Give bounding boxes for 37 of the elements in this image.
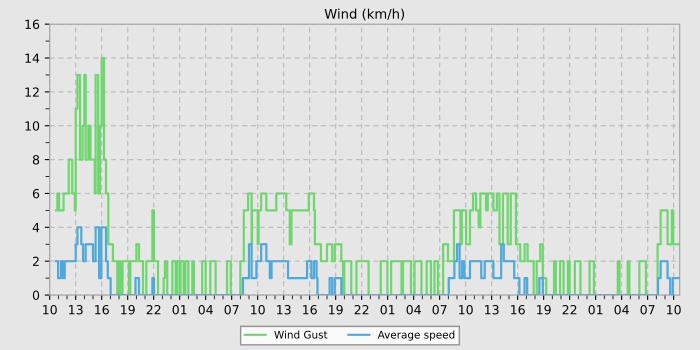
- y-tick-label: 16: [25, 20, 40, 30]
- y-tick-label: 0: [32, 290, 40, 300]
- x-tick-label: 07: [432, 304, 447, 314]
- y-tick-label: 6: [32, 188, 40, 198]
- x-tick-label: 07: [640, 304, 655, 314]
- y-tick-label: 4: [32, 222, 40, 232]
- x-tick-label: 19: [329, 304, 343, 314]
- x-tick-label: 16: [511, 304, 525, 314]
- legend-label: Average speed: [378, 330, 454, 341]
- x-tick-label: 22: [562, 304, 576, 314]
- x-tick-label: 10: [251, 304, 265, 314]
- x-tick-label: 04: [406, 304, 421, 314]
- x-tick-label: 10: [43, 304, 57, 314]
- y-tick-label: 10: [25, 121, 40, 131]
- y-tick-label: 8: [32, 155, 40, 165]
- x-tick-label: 19: [537, 304, 551, 314]
- x-tick-label: 07: [224, 304, 239, 314]
- x-tick-label: 13: [485, 304, 499, 314]
- x-tick-label: 16: [303, 304, 317, 314]
- y-tick-label: 2: [32, 256, 39, 266]
- x-tick-label: 13: [277, 304, 291, 314]
- x-tick-label: 01: [380, 304, 394, 314]
- x-tick-label: 01: [172, 304, 186, 314]
- y-tick-label: 14: [25, 54, 40, 63]
- x-tick-label: 16: [95, 304, 109, 314]
- chart-title: Wind (km/h): [324, 8, 404, 20]
- x-tick-label: 22: [146, 304, 160, 314]
- x-tick-label: 13: [69, 304, 83, 314]
- x-tick-label: 19: [121, 304, 135, 314]
- x-tick-label: 04: [614, 304, 629, 314]
- x-tick-label: 22: [354, 304, 368, 314]
- x-tick-label: 10: [667, 304, 681, 314]
- x-tick-label: 01: [588, 304, 602, 314]
- legend-label: Wind Gust: [274, 330, 328, 339]
- y-tick-label: 12: [25, 87, 39, 97]
- x-tick-label: 10: [459, 304, 473, 314]
- x-tick-label: 04: [198, 304, 213, 314]
